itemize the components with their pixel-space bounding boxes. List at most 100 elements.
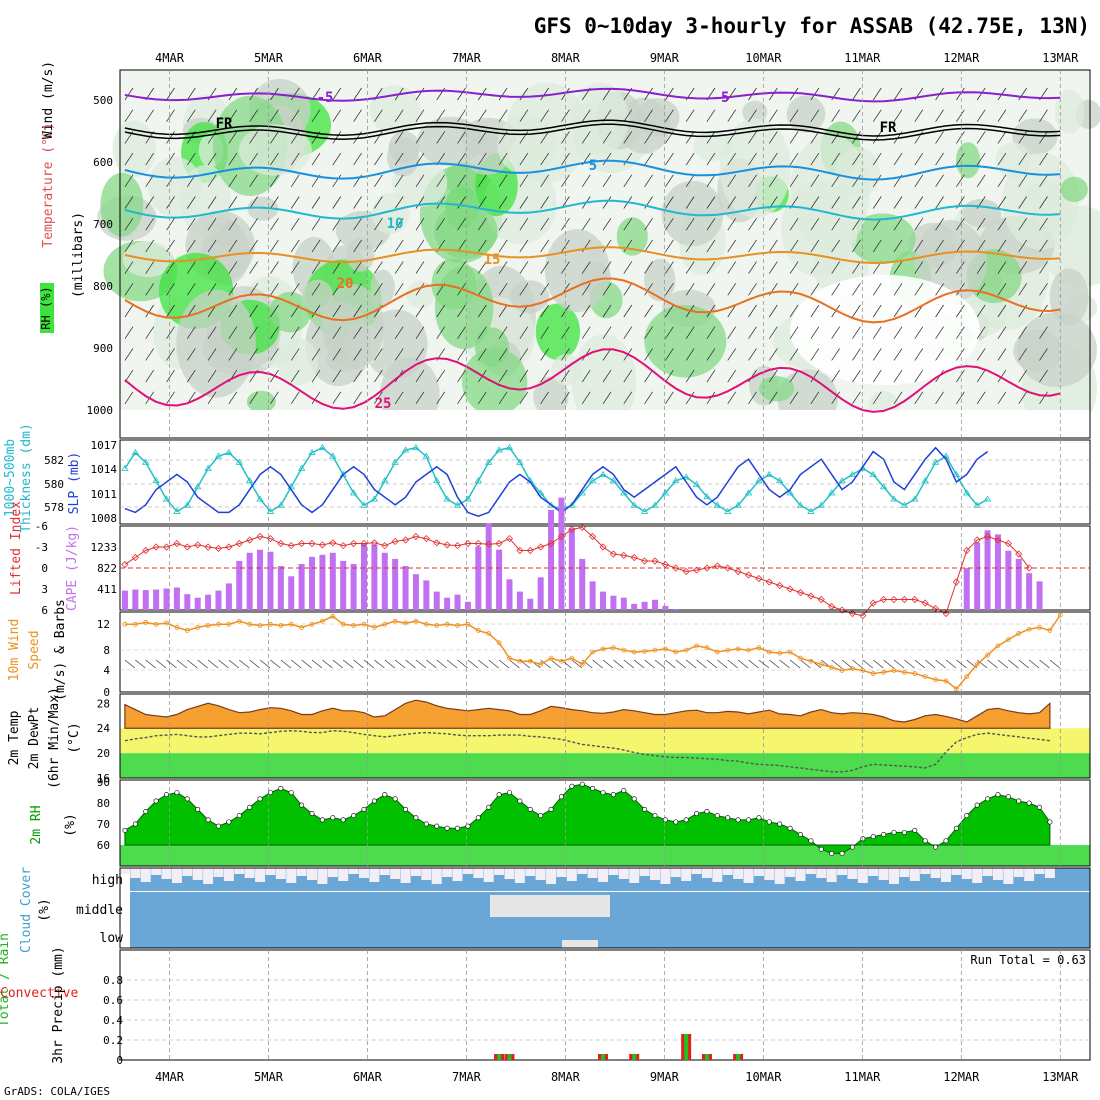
wind-barb	[540, 283, 549, 296]
wind-barb	[893, 152, 903, 166]
wind-barb	[976, 326, 986, 339]
rh-shade	[544, 229, 610, 313]
precip-rain-bar	[507, 1054, 512, 1060]
wind-barb	[166, 369, 175, 383]
rh-point	[891, 829, 897, 835]
wind-barb	[581, 218, 591, 231]
wind-barb	[644, 87, 653, 101]
wind-barb	[831, 391, 840, 404]
high-cloud-gap	[992, 868, 1003, 880]
li-point	[370, 539, 378, 547]
rh-shade	[1054, 89, 1085, 134]
cape-bar	[568, 528, 575, 610]
wind-barb	[769, 174, 778, 187]
thickness-point	[464, 495, 472, 502]
surface-wind-barb	[301, 659, 312, 669]
li-point	[713, 562, 721, 570]
wind-barb	[353, 391, 362, 404]
rh-shade	[571, 82, 629, 156]
wind-barb	[623, 391, 633, 404]
wind-barb	[561, 348, 570, 361]
high-cloud-gap	[400, 868, 411, 883]
wind-barb	[893, 218, 903, 231]
rh-shade	[509, 280, 550, 314]
high-cloud-gap	[358, 868, 369, 878]
wind-barb	[498, 391, 508, 404]
wind-barb	[498, 87, 508, 101]
wind-barb	[769, 131, 778, 144]
wind-barb	[145, 239, 155, 253]
wind-barb	[374, 109, 383, 122]
wind-speed-point	[268, 621, 273, 627]
wind-barb	[332, 152, 342, 166]
li-point	[620, 551, 628, 559]
rh-point	[870, 834, 876, 840]
wind-barb	[311, 152, 321, 166]
rh-shade	[431, 258, 476, 310]
wind-barb	[769, 218, 778, 231]
rh-point	[787, 825, 793, 831]
temp-tick: 28	[97, 697, 110, 710]
wind-speed-point	[683, 647, 689, 653]
rh-point	[330, 815, 336, 821]
cape-bar	[402, 566, 409, 610]
wind-barb	[810, 218, 820, 231]
wind-speed-point	[631, 649, 637, 655]
thickness-point	[412, 443, 420, 451]
wind-barb	[581, 369, 591, 383]
cape-bar	[589, 581, 596, 610]
temp-axis-label-4: (°C)	[67, 722, 82, 753]
slp-tick: 1014	[91, 463, 118, 476]
wind-barb	[436, 304, 446, 318]
li-point	[1025, 564, 1033, 572]
li-point	[703, 564, 711, 572]
isotherm-label: FR	[880, 120, 897, 136]
rh-point	[403, 806, 409, 812]
rh-point	[247, 804, 253, 810]
wind-barb	[685, 152, 695, 166]
li-tick: 6	[41, 604, 48, 617]
rh-point	[631, 796, 637, 802]
li-point	[453, 542, 462, 550]
wind-barb	[997, 369, 1007, 383]
wind-barb	[976, 348, 986, 361]
thickness-point	[983, 495, 992, 502]
wind-barb	[457, 369, 466, 383]
wind-barb	[207, 369, 217, 383]
wind-barb	[478, 109, 487, 122]
wind-barb	[727, 304, 737, 318]
wind-barb	[415, 391, 425, 404]
wind-barb	[789, 87, 799, 101]
rh-point	[215, 823, 221, 829]
wind-barb	[394, 239, 404, 253]
li-point	[464, 539, 472, 548]
rh-point	[267, 790, 273, 796]
wind-barb	[602, 87, 612, 101]
wind-barb	[561, 391, 570, 404]
surface-wind-barb	[363, 659, 375, 669]
wind-barb	[602, 326, 612, 339]
high-cloud-gap	[452, 868, 463, 881]
wind-barb	[249, 348, 258, 361]
wind-speed-line	[124, 614, 1061, 690]
wind-barb	[270, 239, 279, 253]
rh-point	[600, 790, 606, 796]
wind-barb	[478, 218, 487, 231]
rh-point	[143, 808, 149, 814]
wind-barb	[270, 152, 279, 166]
rh-point	[309, 811, 315, 817]
wind-barb	[997, 261, 1007, 274]
rh-shade	[551, 353, 582, 386]
wind-speed-point	[164, 620, 169, 626]
isotherm-label: 5	[589, 158, 597, 174]
li-point	[173, 539, 181, 548]
wind-barb	[602, 218, 612, 231]
slp-axis-label: SLP (mb)	[67, 452, 82, 515]
rh-point	[361, 806, 367, 812]
wind-barb	[436, 131, 446, 144]
thickness-point	[204, 464, 212, 471]
surface-wind-barb	[904, 659, 915, 669]
wind-barb	[332, 326, 342, 339]
wind-barb	[997, 348, 1007, 361]
rh-shade	[346, 237, 375, 272]
